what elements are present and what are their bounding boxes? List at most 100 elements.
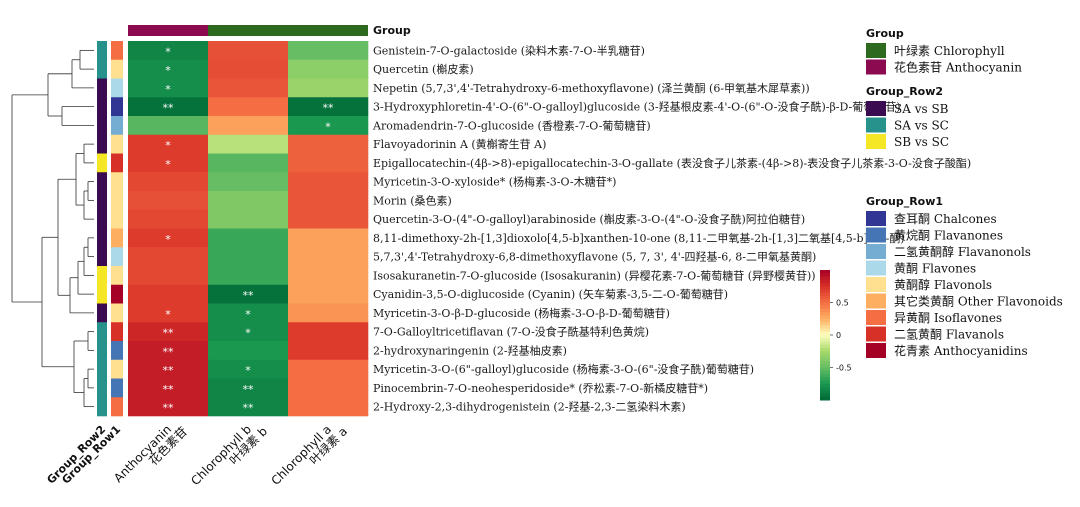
heatmap-cell [128,78,209,98]
significance-mark: ** [163,402,175,415]
legend-group-swatch [866,59,886,75]
heatmap-cell [208,191,289,211]
heatmap-cell [288,209,369,229]
heatmap-cell [128,284,209,304]
heatmap-cell [208,397,289,417]
colorbar-segment [820,374,830,378]
row2-annotation-cell [97,97,107,117]
heatmap-cell [288,341,369,361]
colorbar-segment [820,315,830,320]
significance-mark: * [165,45,171,58]
colorbar-segment [820,367,830,372]
legend-group-row1-swatch [866,260,886,276]
heatmap-cell [128,41,209,61]
row-label: Genistein-7-O-galactoside (染料木素-7-O-半乳糖苷… [373,43,645,57]
legend-group-row2-swatch [866,117,886,133]
heatmap-cell [128,397,209,417]
legend-group-row1-item: 二氢黄酮 Flavanols [894,327,1004,342]
colorbar-segment [820,396,830,401]
colorbar-segment [820,299,830,303]
colorbar-segment [820,354,830,359]
row-label: 2-hydroxynaringenin (2-羟基柚皮素) [373,343,567,357]
heatmap-cell [288,397,369,417]
significance-mark: ** [163,327,175,340]
heatmap-cell [128,359,209,379]
heatmap-cell [128,191,209,211]
significance-mark: * [245,327,251,340]
legend-group-item: 花色素苷 Anthocyanin [894,60,1022,75]
legend-group-row1-item: 查耳酮 Chalcones [894,212,997,226]
row2-annotation-cell [97,303,107,323]
legend-group-row1-swatch [866,277,886,292]
colorbar-segment [820,279,830,284]
legend-group-row1-item: 黄酮醇 Flavonols [894,277,992,292]
heatmap-cell [288,153,369,173]
row1-annotation-cell [111,397,123,417]
legend-group-row1-item: 花青素 Anthocyanidins [894,343,1028,358]
colorbar-segment [820,344,830,349]
row-label: Myricetin-3-O-β-D-glucoside (杨梅素-3-O-β-D… [373,306,670,320]
heatmap-cell [208,266,289,286]
row1-annotation-cell [111,322,123,342]
significance-mark: ** [323,102,335,115]
colorbar-segment [820,322,830,326]
heatmap-cell [288,172,369,192]
significance-mark: ** [163,364,175,377]
heatmap-cell [208,228,289,248]
row1-annotation-cell [111,59,123,79]
row-label: Flavoyadorinin A (黄槲寄生苷 A) [373,137,546,151]
column-group-cell [288,25,368,36]
heatmap-cell [288,322,369,342]
heatmap-cell [288,378,369,398]
heatmap-cell [288,359,369,379]
legend-group-row2-title: Group_Row2 [866,85,943,98]
legend-group-row1-swatch [866,293,886,309]
significance-mark: * [165,308,171,321]
heatmap-cell [288,266,369,286]
colorbar-segment [820,351,830,355]
heatmap-cell [288,303,369,323]
row-label: Myricetin-3-O-xyloside* (杨梅素-3-O-木糖苷*) [373,175,616,189]
colorbar-segment [820,370,830,375]
significance-mark: * [165,158,171,171]
row2-annotation-cell [97,209,107,229]
colorbar-segment [820,296,830,300]
colorbar-segment [820,357,830,362]
legend-group-row1-title: Group_Row1 [866,195,943,208]
legend-group-row1-item: 黄酮 Flavones [894,262,976,276]
heatmap-cells: ***** ********* *** ***** *** **** ** [128,41,369,417]
heatmap-cell [208,341,289,361]
row-labels: Genistein-7-O-galactoside (染料木素-7-O-半乳糖苷… [372,43,971,413]
heatmap-cell [128,59,209,79]
column-group-bar: Group [128,24,411,37]
colorbar-segment [820,380,830,385]
heatmap-cell [208,172,289,192]
significance-mark: * [165,139,171,152]
heatmap-cell [288,247,369,267]
heatmap-cell [288,59,369,79]
colorbar-segment [820,312,830,316]
row2-annotation-cell [97,134,107,154]
row-label: 8,11-dimethoxy-2h-[1,3]dioxolo[4,5-b]xan… [373,231,905,245]
heatmap-cell [288,97,369,117]
row-annotations [97,41,123,417]
heatmap-cell [128,303,209,323]
colorbar-tick-label: 0.5 [836,299,849,308]
colorbar-segment [820,286,830,290]
heatmap-cell [208,78,289,98]
significance-mark: ** [243,402,255,415]
legend-group-item: 叶绿素 Chlorophyll [894,43,1005,58]
colorbar-segment [820,364,830,368]
heatmap-cell [128,228,209,248]
significance-mark: * [245,308,251,321]
row2-annotation-cell [97,284,107,304]
heatmap-cell [128,134,209,154]
row1-annotation-cell [111,209,123,229]
heatmap-cell [208,116,289,136]
significance-mark: ** [163,102,175,115]
row1-annotation-cell [111,97,123,117]
colorbar-segment [820,305,830,310]
legend-group-row1-item: 异黄酮 Isoflavones [894,311,1002,325]
